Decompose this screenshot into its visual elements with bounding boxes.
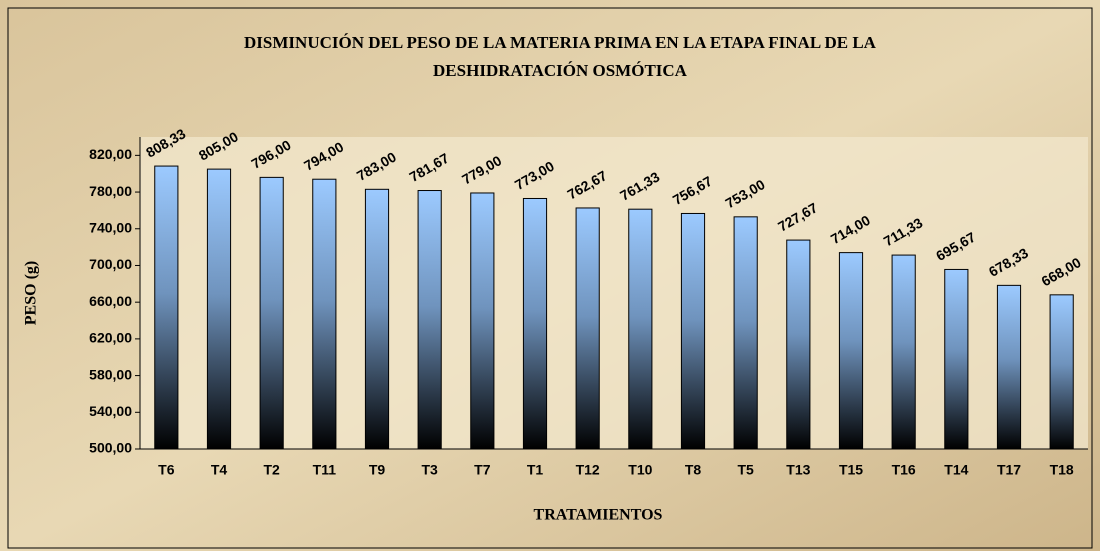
y-tick-label: 820,00 xyxy=(89,146,132,162)
y-axis-title: PESO (g) xyxy=(23,261,40,325)
x-tick-label: T18 xyxy=(1050,462,1074,478)
x-tick-label: T5 xyxy=(737,462,754,478)
bar xyxy=(997,285,1020,449)
x-tick-label: T2 xyxy=(263,462,280,478)
x-tick-label: T12 xyxy=(576,462,600,478)
y-tick-label: 780,00 xyxy=(89,183,132,199)
y-tick-label: 500,00 xyxy=(89,440,132,456)
bar xyxy=(1050,295,1073,449)
x-tick-label: T1 xyxy=(527,462,544,478)
x-tick-label: T10 xyxy=(628,462,652,478)
x-axis-title: TRATAMIENTOS xyxy=(534,507,663,524)
bar xyxy=(471,193,494,449)
chart-title: DISMINUCIÓN DEL PESO DE LA MATERIA PRIMA… xyxy=(244,33,877,52)
page: DISMINUCIÓN DEL PESO DE LA MATERIA PRIMA… xyxy=(0,0,1100,551)
bar xyxy=(892,255,915,449)
y-tick-label: 700,00 xyxy=(89,256,132,272)
bar xyxy=(418,191,441,449)
y-tick-label: 540,00 xyxy=(89,403,132,419)
y-tick-label: 580,00 xyxy=(89,366,132,382)
y-tick-label: 660,00 xyxy=(89,293,132,309)
x-tick-label: T8 xyxy=(685,462,702,478)
bar xyxy=(576,208,599,449)
x-tick-label: T16 xyxy=(892,462,916,478)
bar xyxy=(681,213,704,449)
x-tick-label: T11 xyxy=(313,462,337,478)
bar xyxy=(523,198,546,449)
chart: DISMINUCIÓN DEL PESO DE LA MATERIA PRIMA… xyxy=(0,0,1100,551)
bar xyxy=(787,240,810,449)
bar xyxy=(365,189,388,449)
x-tick-label: T17 xyxy=(997,462,1021,478)
bar xyxy=(839,253,862,449)
x-tick-label: T3 xyxy=(421,462,438,478)
x-tick-label: T9 xyxy=(369,462,386,478)
bar xyxy=(629,209,652,449)
bar xyxy=(734,217,757,449)
bar xyxy=(207,169,230,449)
x-tick-label: T15 xyxy=(839,462,863,478)
x-tick-label: T4 xyxy=(211,462,228,478)
bar xyxy=(313,179,336,449)
x-tick-label: T6 xyxy=(158,462,175,478)
y-tick-label: 740,00 xyxy=(89,219,132,235)
y-tick-label: 620,00 xyxy=(89,330,132,346)
x-tick-label: T13 xyxy=(786,462,810,478)
bar xyxy=(260,177,283,449)
chart-title: DESHIDRATACIÓN OSMÓTICA xyxy=(433,61,688,80)
x-tick-label: T7 xyxy=(474,462,491,478)
bar xyxy=(155,166,178,449)
x-tick-label: T14 xyxy=(944,462,968,478)
bar xyxy=(945,269,968,449)
